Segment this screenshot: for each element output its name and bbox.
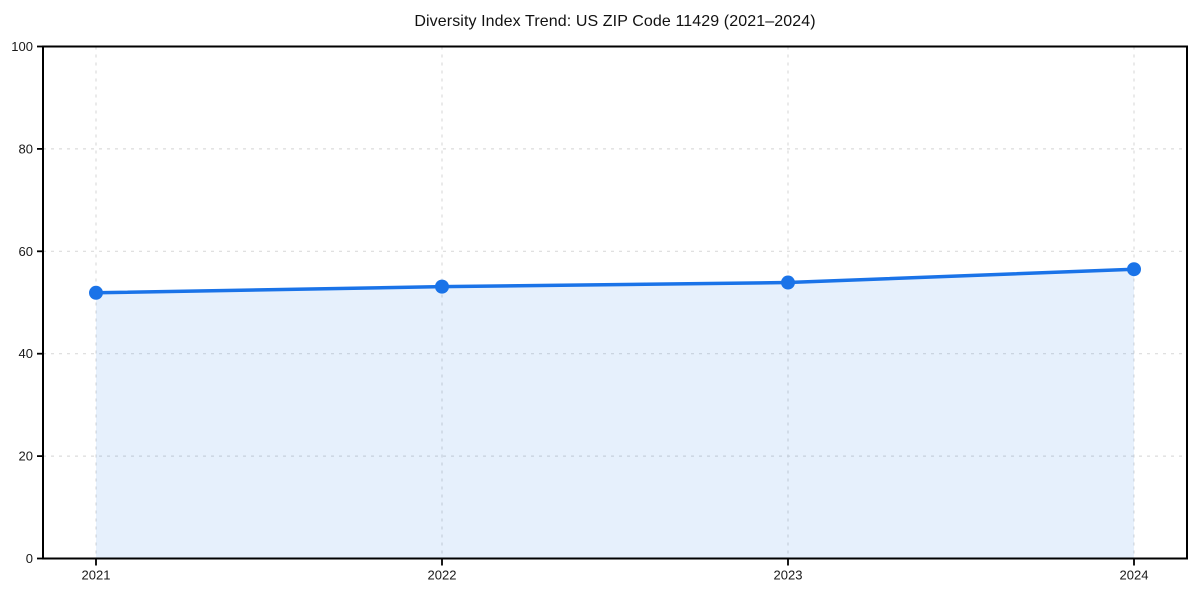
plot-border <box>42 45 1188 560</box>
chart-title: Diversity Index Trend: US ZIP Code 11429… <box>414 13 816 30</box>
trend-line <box>94 267 1136 295</box>
x-tick-label: 2023 <box>774 568 803 583</box>
x-tick-label: 2024 <box>1120 568 1149 583</box>
y-tick-label: 20 <box>19 449 33 464</box>
y-tick-label: 60 <box>19 244 33 259</box>
y-tick-label: 100 <box>11 39 33 54</box>
data-point <box>1127 262 1141 277</box>
y-tick-label: 0 <box>26 551 33 566</box>
y-tick-label: 40 <box>19 346 33 361</box>
data-point <box>435 279 449 294</box>
x-tick-label: 2022 <box>428 568 457 583</box>
data-point <box>781 275 795 290</box>
data-point <box>89 285 103 300</box>
x-tick-label: 2021 <box>82 568 111 583</box>
y-tick-label: 80 <box>19 141 33 156</box>
area-fill <box>96 269 1134 559</box>
